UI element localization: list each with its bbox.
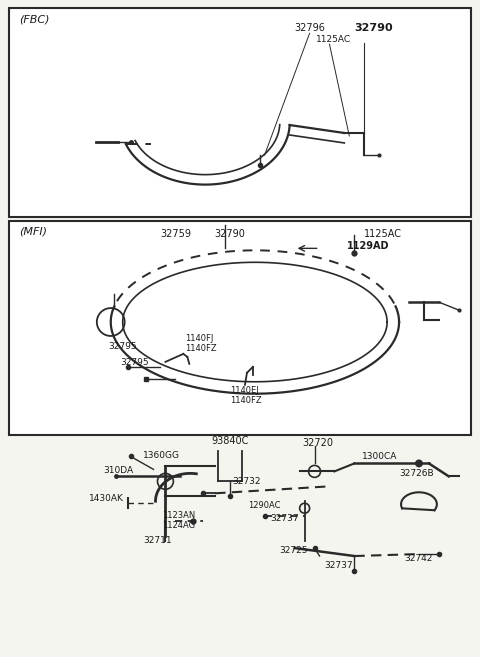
Text: 1140FZ: 1140FZ xyxy=(185,344,217,353)
Text: 32711: 32711 xyxy=(144,536,172,545)
Text: 32742: 32742 xyxy=(404,554,432,563)
Text: 1360GG: 1360GG xyxy=(143,451,180,461)
Text: 32732: 32732 xyxy=(232,478,261,486)
Text: 310DA: 310DA xyxy=(103,466,133,476)
Text: 32725: 32725 xyxy=(280,546,308,555)
Text: (FBC): (FBC) xyxy=(19,14,50,24)
Text: 32759: 32759 xyxy=(160,229,191,239)
Text: 1124AG: 1124AG xyxy=(162,521,195,530)
Text: 1290AC: 1290AC xyxy=(248,501,280,510)
Text: 32795: 32795 xyxy=(120,358,149,367)
Text: 32726B: 32726B xyxy=(399,469,434,478)
Text: 1125AC: 1125AC xyxy=(364,229,402,239)
Text: 1125AC: 1125AC xyxy=(315,35,351,44)
Text: 1140FZ: 1140FZ xyxy=(230,396,262,405)
Text: 1129AD: 1129AD xyxy=(348,241,390,252)
Text: 1300CA: 1300CA xyxy=(362,453,397,461)
Circle shape xyxy=(415,459,423,467)
Text: 1123AN: 1123AN xyxy=(162,511,196,520)
Text: 93840C: 93840C xyxy=(211,436,249,445)
Text: 32790: 32790 xyxy=(215,229,245,239)
Bar xyxy=(9,9,471,217)
Text: (MFI): (MFI) xyxy=(19,227,48,237)
Text: 1430AK: 1430AK xyxy=(89,494,124,503)
Text: 32796: 32796 xyxy=(295,23,325,34)
Text: 32790: 32790 xyxy=(354,23,393,34)
Text: 32720: 32720 xyxy=(302,438,334,449)
Bar xyxy=(9,221,471,434)
Text: 32737: 32737 xyxy=(324,561,353,570)
Text: 1140FJ: 1140FJ xyxy=(185,334,214,343)
Text: 32795: 32795 xyxy=(109,342,137,351)
Text: 1140EJ: 1140EJ xyxy=(230,386,259,395)
Text: 32737: 32737 xyxy=(270,514,299,523)
